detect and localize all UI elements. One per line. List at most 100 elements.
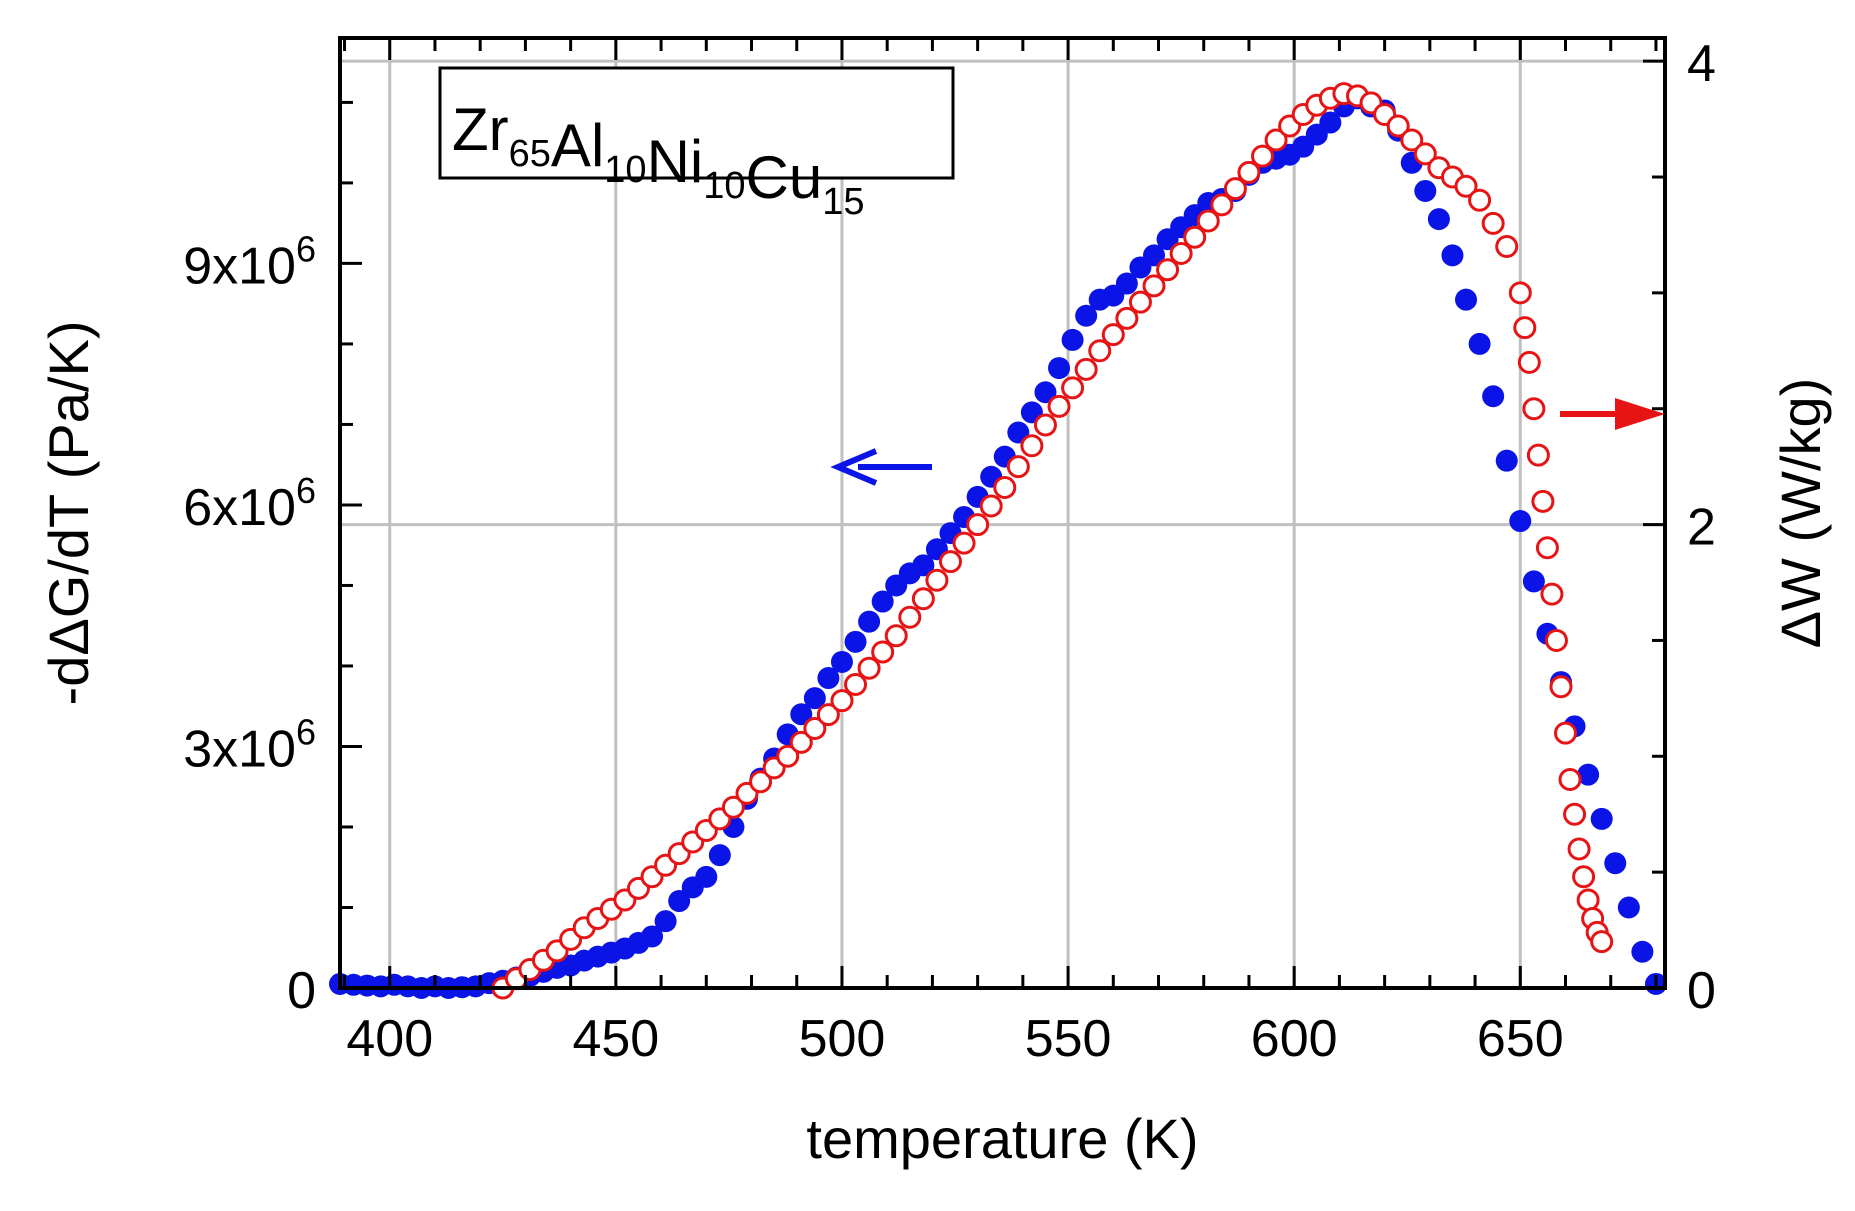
data-point <box>911 587 935 611</box>
data-point <box>1061 376 1085 400</box>
data-point <box>668 890 691 913</box>
x-tick-label: 500 <box>799 1010 886 1068</box>
data-point <box>1033 413 1057 437</box>
data-point <box>1509 510 1532 533</box>
y-left-tick-label: 6x106 <box>183 470 316 537</box>
data-point <box>1558 767 1582 791</box>
left-axis-arrowhead <box>830 448 878 486</box>
data-point <box>871 640 895 664</box>
series-right <box>491 82 1614 1000</box>
data-point <box>925 568 949 592</box>
x-tick-label: 650 <box>1477 1010 1564 1068</box>
data-point <box>1522 397 1546 421</box>
x-tick-label: 400 <box>346 1010 433 1068</box>
data-point <box>1223 177 1247 201</box>
x-tick-label: 550 <box>1025 1010 1112 1068</box>
data-point <box>1604 852 1627 875</box>
data-point <box>1535 536 1559 560</box>
data-point <box>1468 188 1492 212</box>
data-point <box>1386 114 1410 138</box>
data-point <box>803 687 826 710</box>
data-point <box>1156 258 1180 282</box>
data-point <box>1554 721 1578 745</box>
data-point <box>1101 323 1125 347</box>
data-point <box>1544 628 1568 652</box>
data-point <box>1522 570 1545 593</box>
data-point <box>803 716 827 740</box>
data-point <box>1540 582 1564 606</box>
data-point <box>1075 304 1098 327</box>
data-point <box>1196 209 1220 233</box>
data-point <box>1572 865 1596 889</box>
data-point <box>1142 244 1165 267</box>
data-point <box>1128 290 1152 314</box>
data-point <box>817 667 840 690</box>
data-point <box>1508 281 1532 305</box>
data-point <box>1577 763 1600 786</box>
data-point <box>1531 489 1555 513</box>
x-tick-label: 600 <box>1251 1010 1338 1068</box>
data-point <box>830 689 854 713</box>
data-point <box>844 630 867 653</box>
data-point <box>1413 142 1437 166</box>
data-point <box>1115 272 1138 295</box>
plot-frame <box>338 36 1667 990</box>
data-point <box>912 554 935 577</box>
data-point <box>1061 328 1084 351</box>
data-point <box>871 590 894 613</box>
data-point <box>1526 443 1550 467</box>
data-point <box>857 656 881 680</box>
y-right-tick-label: 0 <box>1687 962 1716 1020</box>
data-point <box>1495 449 1518 472</box>
data-point <box>1617 896 1640 919</box>
data-point <box>1400 128 1424 152</box>
axis-ticks <box>340 38 1665 990</box>
right-axis-arrowhead <box>1615 398 1665 430</box>
data-point <box>695 865 718 888</box>
data-point <box>1495 235 1519 259</box>
data-point <box>979 494 1003 518</box>
data-point <box>952 531 976 555</box>
data-point <box>938 550 962 574</box>
data-point <box>1441 244 1464 267</box>
data-point <box>1563 802 1587 826</box>
y-left-tick-label: 3x106 <box>183 711 316 778</box>
data-point <box>1319 111 1342 134</box>
data-point <box>790 703 813 726</box>
plot-area <box>329 82 1667 1000</box>
data-point <box>1237 160 1261 184</box>
data-point <box>789 730 813 754</box>
data-point <box>1006 455 1030 479</box>
data-point <box>708 844 731 867</box>
data-point <box>858 610 881 633</box>
data-point <box>1454 174 1478 198</box>
data-point <box>1047 394 1071 418</box>
data-point <box>1115 306 1139 330</box>
series-axis-arrows <box>830 398 1665 486</box>
annotation-box <box>438 66 955 180</box>
y-left-tick-label: 9x106 <box>183 228 316 295</box>
data-point <box>1427 208 1450 231</box>
data-point <box>1590 807 1613 830</box>
data-point <box>1142 274 1166 298</box>
data-point <box>1567 837 1591 861</box>
data-point <box>721 795 745 819</box>
data-point <box>1074 357 1098 381</box>
data-point <box>1020 434 1044 458</box>
y-axis-right-label: ΔW (W/kg) <box>1769 378 1832 649</box>
data-point <box>816 703 840 727</box>
data-point <box>654 910 677 933</box>
data-point <box>1169 241 1193 265</box>
series-left <box>329 87 1667 999</box>
data-point <box>993 476 1017 500</box>
composition-formula: Zr65Al10Ni10Cu15 <box>452 96 865 223</box>
y-axis-left-label: -dΔG/dT (Pa/K) <box>37 321 100 706</box>
data-point <box>1210 193 1234 217</box>
data-point <box>1034 381 1057 404</box>
data-point <box>1576 888 1600 912</box>
data-point <box>1482 385 1505 408</box>
data-point <box>844 672 868 696</box>
composition-annotation: Zr65Al10Ni10Cu15 <box>438 66 955 223</box>
x-axis-label: temperature (K) <box>806 1107 1198 1170</box>
